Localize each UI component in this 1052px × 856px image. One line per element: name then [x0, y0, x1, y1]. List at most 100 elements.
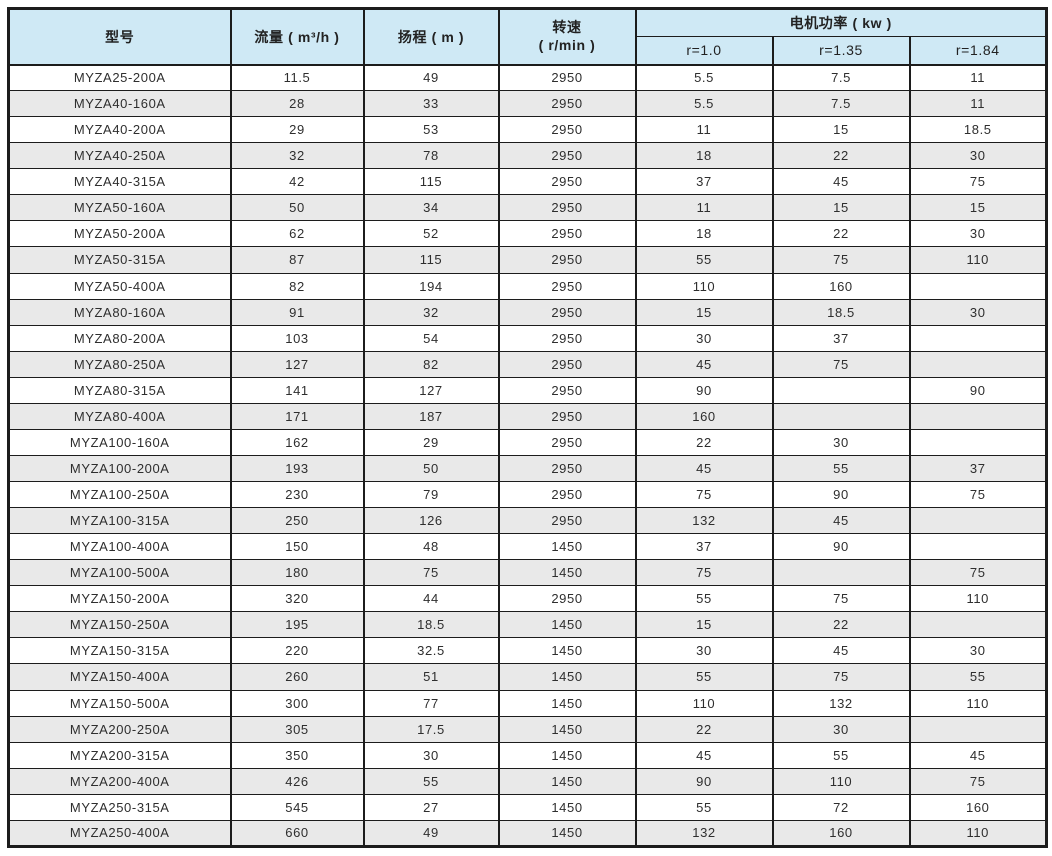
head-cell: 82: [362, 350, 500, 378]
model-cell: MYZA250-315A: [7, 793, 232, 821]
header-row-sub: r=1.0 r=1.35 r=1.84: [9, 36, 1048, 65]
flow-cell: 180: [229, 559, 365, 587]
model-cell: MYZA50-200A: [7, 220, 232, 248]
speed-cell: 2950: [497, 246, 637, 274]
power-r184-cell: [908, 402, 1048, 430]
table-row: MYZA80-200A 103 54 2950 30 37: [7, 324, 1048, 352]
power-r135-cell: 15: [771, 116, 911, 144]
model-cell: MYZA80-315A: [7, 376, 232, 404]
head-cell: 17.5: [362, 715, 500, 743]
head-cell: 51: [362, 663, 500, 691]
power-r135-cell: 7.5: [771, 90, 911, 118]
head-cell: 77: [362, 689, 500, 717]
speed-cell: 2950: [497, 480, 637, 509]
power-r184-cell: 90: [908, 376, 1048, 404]
power-r10-cell: 18: [634, 220, 774, 248]
head-cell: 75: [362, 559, 500, 587]
speed-cell: 1450: [497, 689, 637, 717]
power-r184-cell: 75: [908, 767, 1048, 795]
speed-cell: 1450: [497, 741, 637, 769]
flow-cell: 426: [229, 767, 365, 795]
power-r135-cell: 37: [771, 324, 911, 352]
flow-cell: 87: [229, 246, 365, 274]
power-r135-cell: 55: [771, 454, 911, 483]
table-row: MYZA200-250A 305 17.5 1450 22 30: [7, 715, 1048, 743]
power-r10-cell: 160: [634, 402, 774, 430]
power-r135-cell: [771, 376, 911, 404]
power-r184-cell: 30: [908, 142, 1048, 170]
head-cell: 187: [362, 402, 500, 430]
power-r135-cell: 90: [771, 480, 911, 509]
model-cell: MYZA50-315A: [7, 246, 232, 274]
speed-cell: 2950: [497, 116, 637, 144]
model-cell: MYZA200-400A: [7, 767, 232, 795]
header-row-top: 型号 流量 ( m³/h ) 扬程 ( m ) 转速 ( r/min ) 电机功…: [7, 8, 1048, 65]
power-r184-cell: [908, 324, 1048, 352]
model-cell: MYZA80-250A: [7, 350, 232, 378]
power-r184-cell: [908, 611, 1048, 639]
speed-cell: 1450: [497, 819, 637, 848]
power-r135-cell: 45: [771, 637, 911, 665]
power-r10-cell: 45: [634, 350, 774, 378]
table-row: MYZA80-250A 127 82 2950 45 75: [7, 350, 1048, 378]
speed-label-line2: ( r/min ): [538, 36, 596, 53]
power-r10-cell: 37: [634, 168, 774, 196]
speed-label-line1: 转速: [552, 19, 582, 36]
power-r135-cell: 22: [771, 142, 911, 170]
flow-cell: 28: [229, 90, 365, 118]
head-cell: 55: [362, 767, 500, 795]
table-row: MYZA100-160A 162 29 2950 22 30: [7, 428, 1048, 456]
head-cell: 44: [362, 585, 500, 613]
power-r184-cell: 55: [908, 663, 1048, 691]
power-r10-cell: 37: [634, 533, 774, 561]
col-header-head: 扬程 ( m ): [362, 8, 500, 65]
table-row: MYZA40-200A 29 53 2950 11 15 18.5: [7, 116, 1048, 144]
speed-cell: 1450: [497, 533, 637, 561]
model-cell: MYZA100-400A: [7, 533, 232, 561]
power-r135-cell: 22: [771, 220, 911, 248]
table-row: MYZA150-315A 220 32.5 1450 30 45 30: [7, 637, 1048, 665]
power-r10-cell: 110: [634, 272, 774, 300]
power-r135-cell: 75: [771, 246, 911, 274]
head-cell: 49: [362, 63, 500, 92]
power-r135-cell: 45: [771, 168, 911, 196]
speed-cell: 2950: [497, 194, 637, 222]
power-r10-cell: 55: [634, 793, 774, 821]
speed-cell: 2950: [497, 63, 637, 92]
power-r184-cell: 11: [908, 63, 1048, 92]
power-r184-cell: 110: [908, 585, 1048, 613]
model-cell: MYZA40-200A: [7, 116, 232, 144]
model-cell: MYZA100-315A: [7, 507, 232, 535]
power-r184-cell: [908, 272, 1048, 300]
head-cell: 50: [362, 454, 500, 483]
head-cell: 34: [362, 194, 500, 222]
head-cell: 52: [362, 220, 500, 248]
power-r184-cell: 110: [908, 819, 1048, 848]
flow-cell: 42: [229, 168, 365, 196]
col-header-motor-power: 电机功率 ( kw ): [634, 8, 1048, 37]
model-cell: MYZA40-160A: [7, 90, 232, 118]
speed-cell: 1450: [497, 767, 637, 795]
flow-cell: 62: [229, 220, 365, 248]
head-cell: 29: [362, 428, 500, 456]
power-r184-cell: [908, 350, 1048, 378]
table-row: MYZA50-160A 50 34 2950 11 15 15: [7, 194, 1048, 222]
power-r184-cell: 11: [908, 90, 1048, 118]
power-r135-cell: 7.5: [771, 63, 911, 92]
model-cell: MYZA100-250A: [7, 480, 232, 509]
power-r184-cell: [908, 533, 1048, 561]
power-r184-cell: 75: [908, 559, 1048, 587]
flow-cell: 11.5: [229, 63, 365, 92]
speed-cell: 1450: [497, 559, 637, 587]
flow-cell: 103: [229, 324, 365, 352]
power-r10-cell: 55: [634, 663, 774, 691]
flow-cell: 260: [229, 663, 365, 691]
table-row: MYZA80-315A 141 127 2950 90 90: [7, 376, 1048, 404]
model-cell: MYZA200-315A: [7, 741, 232, 769]
model-cell: MYZA80-400A: [7, 402, 232, 430]
table-row: MYZA40-160A 28 33 2950 5.5 7.5 11: [7, 90, 1048, 118]
power-r135-cell: 160: [771, 819, 911, 848]
power-r10-cell: 110: [634, 689, 774, 717]
model-cell: MYZA100-160A: [7, 428, 232, 456]
speed-cell: 2950: [497, 428, 637, 456]
